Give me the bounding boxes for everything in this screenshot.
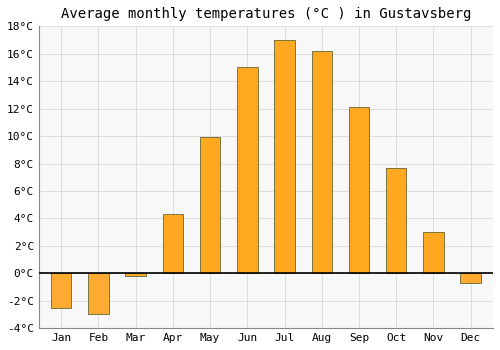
Bar (274, 40, 295, 273)
Bar (88, 273, 108, 314)
Bar (162, 214, 183, 273)
Bar (237, 68, 258, 273)
Bar (349, 107, 370, 273)
Bar (126, 273, 146, 276)
Bar (51, 273, 72, 308)
Bar (312, 51, 332, 273)
Title: Average monthly temperatures (°C ) in Gustavsberg: Average monthly temperatures (°C ) in Gu… (60, 7, 471, 21)
Bar (423, 232, 444, 273)
Bar (386, 168, 406, 273)
Bar (460, 273, 481, 283)
Bar (200, 138, 220, 273)
